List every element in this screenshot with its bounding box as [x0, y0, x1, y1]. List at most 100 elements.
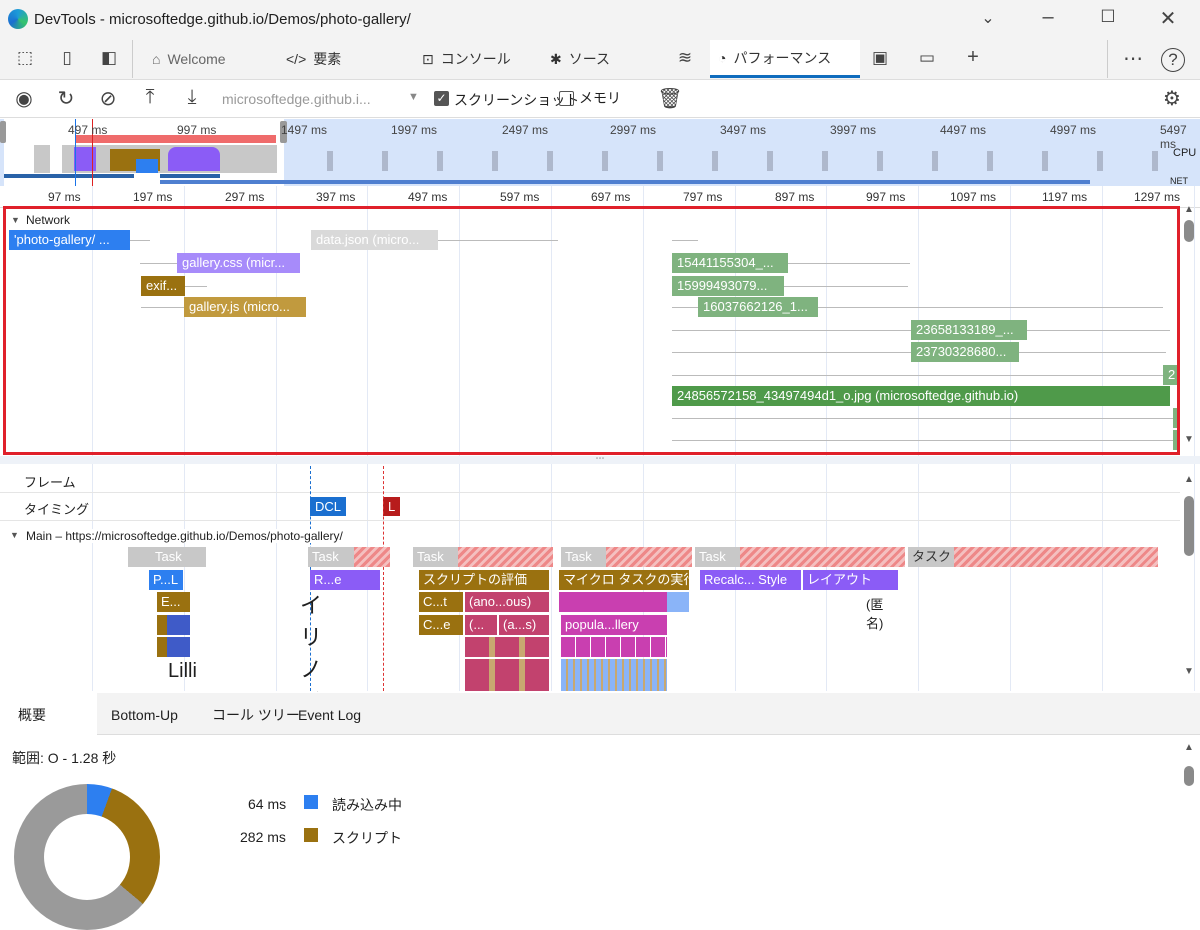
tab-sources[interactable]: ✱ ソース [550, 40, 660, 78]
selection-handle-right[interactable] [280, 121, 287, 143]
network-scrollbar[interactable]: ▲ ▼ [1181, 204, 1197, 454]
network-request[interactable]: 2 [1163, 365, 1177, 385]
compile-block[interactable]: C...t [419, 592, 463, 612]
cpu-rendering [74, 147, 96, 171]
main-track-title[interactable]: Main – https://microsoftedge.github.io/D… [26, 529, 343, 543]
function-block[interactable] [561, 659, 667, 691]
tab-label: Welcome [167, 51, 226, 67]
long-task-bar [76, 135, 276, 143]
dock-icon[interactable]: ◧ [100, 48, 118, 67]
layout-block[interactable]: レイアウト [803, 570, 898, 590]
tab-bottom-up[interactable]: Bottom-Up [111, 707, 178, 723]
dcl-marker[interactable]: DCL [310, 497, 347, 516]
populate-gallery-block[interactable]: popula...llery [561, 615, 667, 635]
function-block[interactable] [559, 592, 667, 612]
network-request[interactable]: data.json (micro... [311, 230, 438, 250]
scroll-up-icon[interactable]: ▲ [1184, 474, 1194, 485]
recalc-style-block[interactable]: Recalc... Style [700, 570, 801, 590]
microtasks-block[interactable]: マイクロ タスクの実行 [559, 570, 689, 590]
function-block[interactable] [465, 659, 549, 691]
timings-label: タイミング [24, 502, 90, 517]
overview-tick: 4497 ms [940, 123, 987, 137]
upload-icon[interactable]: ⤒ [145, 86, 155, 108]
application-icon[interactable]: ▭ [918, 48, 936, 67]
settings-gear-icon[interactable]: ⚙ [1163, 88, 1181, 110]
selection-handle-left[interactable] [0, 121, 6, 143]
network-request[interactable]: gallery.js (micro... [184, 297, 306, 317]
legend-value: 64 ms [248, 796, 287, 812]
recalc-block[interactable]: R...e [310, 570, 380, 590]
network-request[interactable]: 24856572158_43497494d1_o.jpg (microsofte… [672, 386, 1170, 406]
anonymous-block[interactable]: (... [465, 615, 497, 635]
trash-icon[interactable]: 🗑 [657, 88, 683, 110]
network-request-partial[interactable] [1173, 408, 1177, 428]
dropdown-arrow-icon[interactable]: ▼ [408, 91, 419, 103]
network-request[interactable]: 23658133189_... [911, 320, 1027, 340]
network-request[interactable]: exif... [141, 276, 185, 296]
network-request[interactable]: 15441155304_... [672, 253, 788, 273]
clear-icon[interactable]: ⊘ [99, 88, 117, 110]
cpu-chip-icon[interactable]: ▣ [871, 48, 889, 67]
network-request[interactable]: 15999493079... [672, 276, 784, 296]
network-request[interactable]: 16037662126_1... [698, 297, 818, 317]
overview-tick: 3497 ms [720, 123, 767, 137]
function-block[interactable] [157, 637, 190, 657]
summary-scrollbar[interactable]: ▲ [1181, 740, 1197, 847]
collapse-triangle-icon[interactable]: ▼ [10, 530, 19, 540]
evaluate-script-block[interactable]: スクリプトの評価 [419, 570, 549, 590]
network-request[interactable]: 'photo-gallery/ ... [9, 230, 130, 250]
function-block[interactable] [157, 615, 190, 635]
scroll-up-icon[interactable]: ▲ [1184, 742, 1194, 753]
network-request[interactable]: 23730328680... [911, 342, 1019, 362]
help-icon[interactable]: ? [1161, 48, 1185, 72]
task-block[interactable]: Task [128, 547, 206, 567]
anonymous-block[interactable]: (a...s) [499, 615, 549, 635]
screenshot-checkbox[interactable]: ✓ [434, 91, 449, 106]
collapse-triangle-icon[interactable]: ▼ [11, 215, 20, 225]
network-wifi-icon[interactable]: ≋ [677, 48, 693, 67]
tab-call-tree[interactable]: コール ツリー [212, 707, 300, 723]
function-block[interactable] [465, 637, 549, 657]
scroll-up-icon[interactable]: ▲ [1184, 204, 1194, 215]
tab-welcome[interactable]: ⌂ Welcome [152, 40, 262, 78]
add-tab-icon[interactable]: + [967, 46, 979, 68]
tab-summary[interactable]: 概要 [0, 693, 97, 735]
tab-performance[interactable]: ◔ パフォーマンス [710, 40, 860, 78]
scroll-down-icon[interactable]: ▼ [1184, 666, 1194, 677]
gridline [183, 186, 185, 691]
minimize-icon[interactable]: – [1042, 6, 1054, 28]
maximize-icon[interactable]: ☐ [1100, 7, 1116, 26]
network-request-partial[interactable] [1173, 430, 1177, 450]
legend-label: スクリプト [332, 830, 402, 846]
compile-block[interactable]: C...e [419, 615, 463, 635]
reload-record-icon[interactable]: ↻ [57, 88, 75, 110]
memory-checkbox[interactable] [559, 91, 574, 106]
scroll-down-icon[interactable]: ▼ [1184, 434, 1194, 445]
recording-select[interactable]: microsoftedge.github.i... [222, 91, 371, 107]
download-icon[interactable]: ⤓ [187, 86, 197, 108]
more-icon[interactable]: ⋯ [1123, 48, 1143, 70]
flame-scrollbar[interactable]: ▲ ▼ [1181, 466, 1197, 691]
main-track: ▼ Main – https://microsoftedge.github.io… [0, 524, 1180, 692]
chevron-down-icon[interactable]: ⌄ [981, 10, 995, 27]
function-block[interactable] [667, 592, 689, 612]
tab-event-log[interactable]: Event Log [298, 707, 362, 723]
anonymous-block[interactable]: (ano...ous) [465, 592, 549, 612]
code-icon: </> [286, 51, 307, 67]
tab-elements[interactable]: </> 要素 [286, 40, 396, 78]
parse-html-block[interactable]: P...L [149, 570, 183, 590]
script-block[interactable]: E... [157, 592, 190, 612]
function-block[interactable] [561, 637, 667, 657]
network-track-title[interactable]: Network [26, 213, 71, 227]
inspect-icon[interactable]: ⬚ [16, 48, 34, 67]
timeline-overview[interactable]: 497 ms 997 ms 1497 ms 1997 ms 2497 ms 29… [0, 119, 1200, 186]
load-marker[interactable]: L [383, 497, 401, 516]
tab-label: パフォーマンス [733, 49, 832, 66]
network-request[interactable]: gallery.css (micr... [177, 253, 300, 273]
close-icon[interactable]: ✕ [1159, 8, 1177, 30]
resize-splitter[interactable]: ⋯ [0, 454, 1200, 464]
home-icon: ⌂ [152, 51, 161, 67]
record-icon[interactable]: ◉ [15, 88, 33, 110]
device-emulation-icon[interactable]: ▯ [62, 48, 72, 67]
tab-console[interactable]: ⊡ コンソール [422, 40, 532, 78]
